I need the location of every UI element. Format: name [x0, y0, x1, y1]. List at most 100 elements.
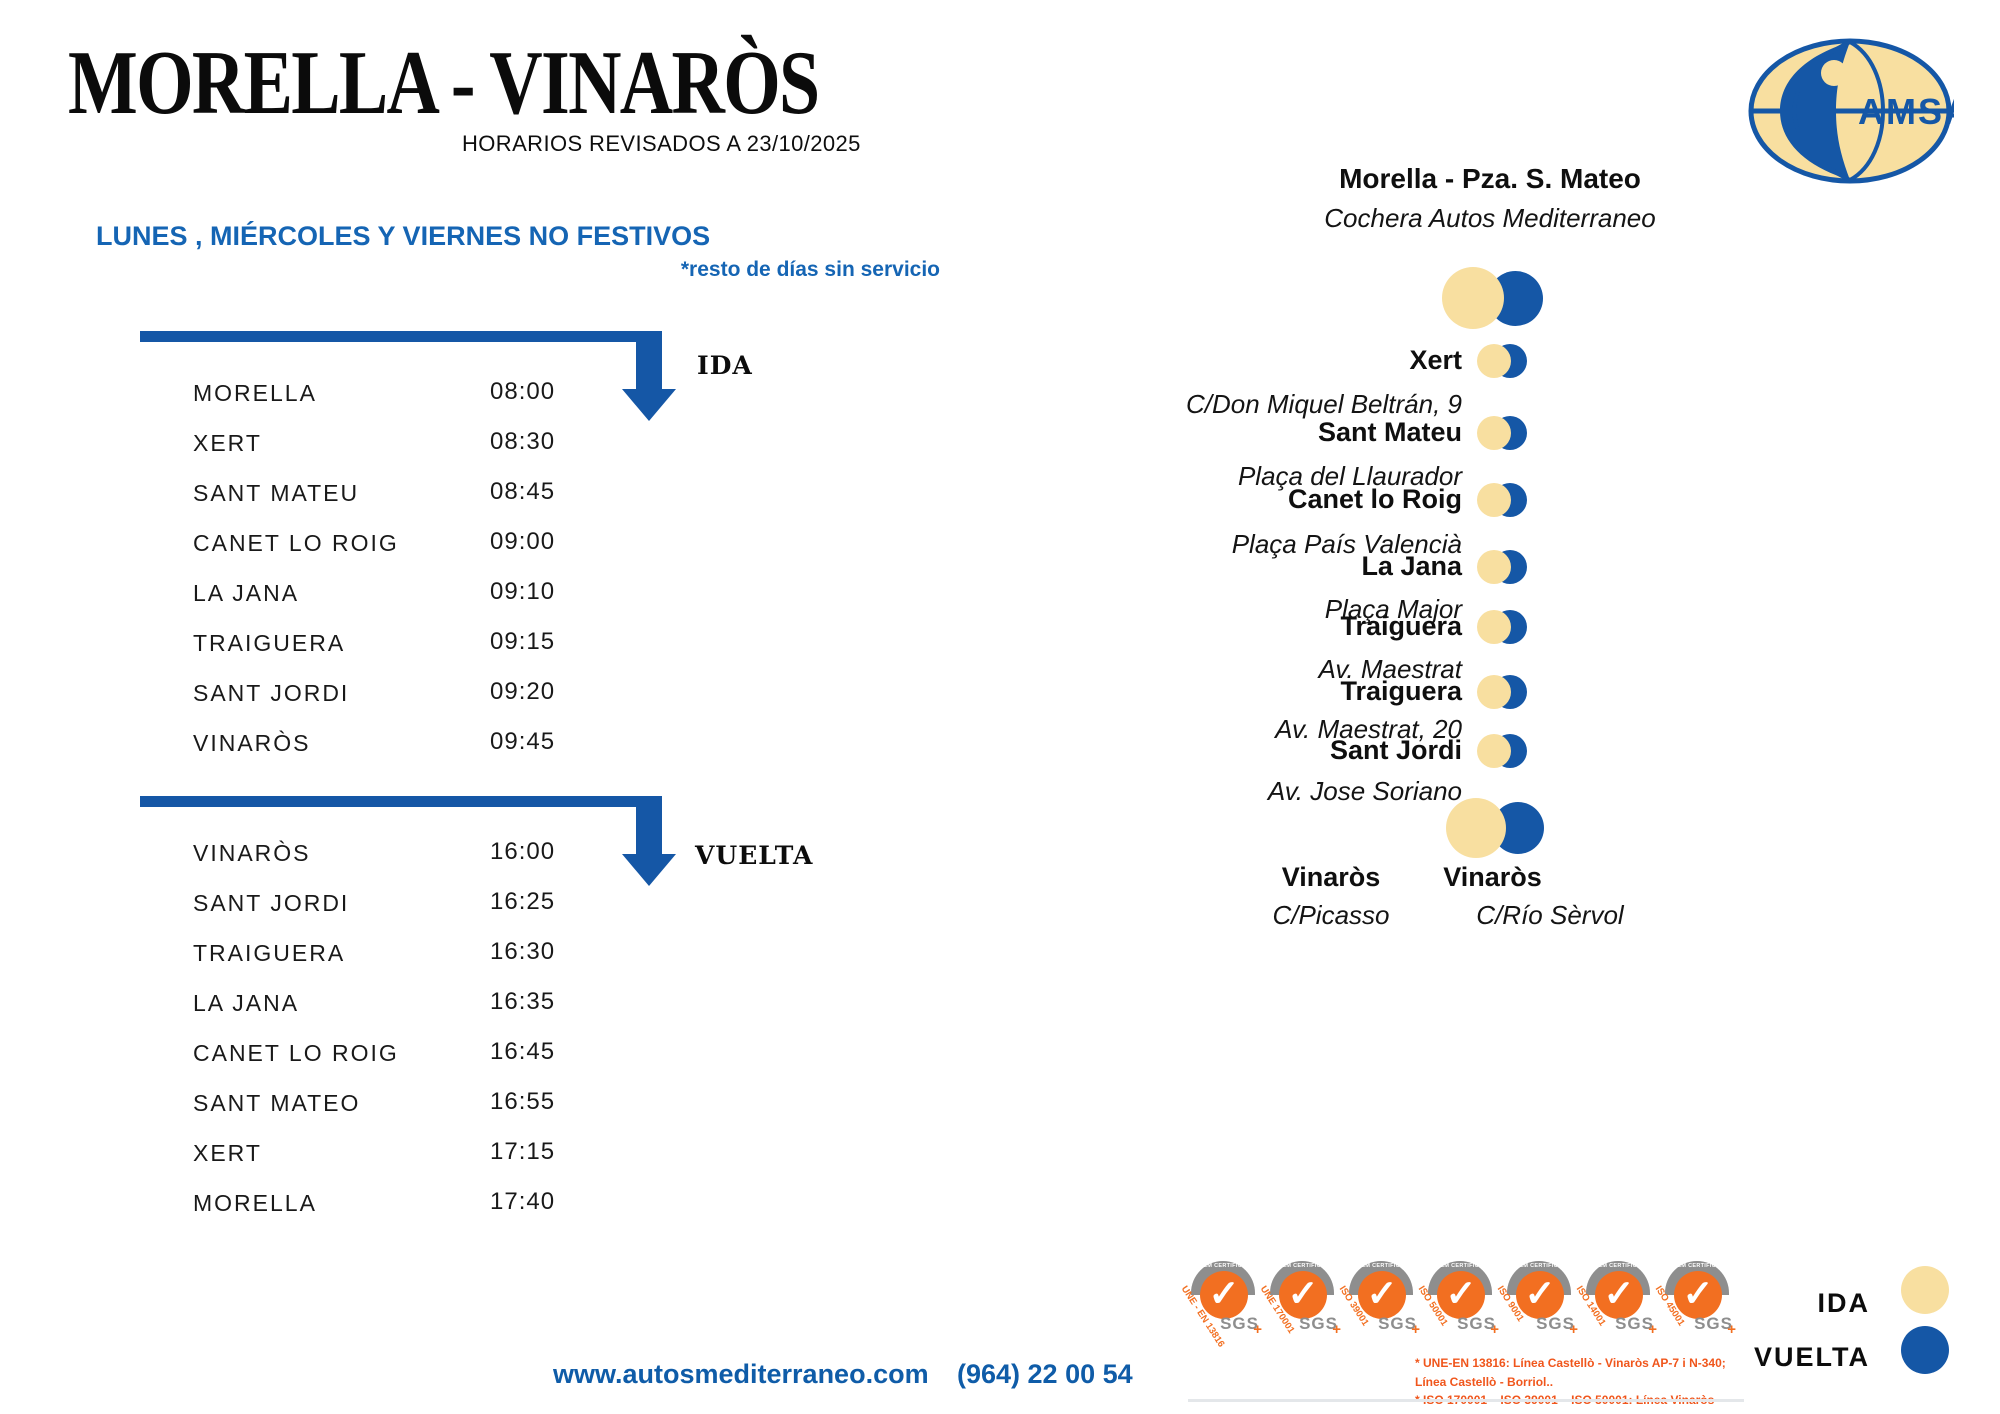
ida-arrow-head [622, 389, 676, 421]
terminus-name-ida: Vinaròs [1281, 862, 1381, 892]
service-days-heading: LUNES , MIÉRCOLES Y VIERNES NO FESTIVOS [96, 221, 711, 251]
checkmark-icon: ✓ [1516, 1271, 1564, 1319]
sgs-label: SGS [1220, 1314, 1259, 1333]
sgs-cross-icon: + [1727, 1321, 1736, 1338]
certification-note-1: * UNE-EN 13816: Línea Castellò - Vinaròs… [1415, 1356, 1726, 1389]
stop-marker [1477, 416, 1527, 450]
stop-time: 09:20 [490, 678, 556, 705]
sgs-badge: SYSTEM CERTIFICATION ISO 45001 ✓ SGS + [1653, 1256, 1736, 1348]
table-row: SANT MATEO 16:55 [193, 1088, 673, 1118]
stop-name: La Jana [1361, 551, 1462, 581]
stop-time: 16:00 [490, 838, 556, 865]
sgs-label: SGS [1694, 1314, 1733, 1333]
table-row: LA JANA 09:10 [193, 578, 673, 608]
amsa-logo: AMSA [1748, 38, 1954, 184]
sgs-cross-icon: + [1332, 1321, 1341, 1338]
stop-name: VINARÒS [193, 840, 311, 866]
stop-name: TRAIGUERA [193, 630, 346, 656]
table-row: CANET LO ROIG 16:45 [193, 1038, 673, 1068]
ida-dot [1477, 550, 1511, 584]
stop-address: Plaça País Valencià [1231, 529, 1462, 559]
table-row: VINARÒS 16:00 [193, 838, 673, 868]
table-row: SANT JORDI 16:25 [193, 888, 673, 918]
stop-name: MORELLA [193, 1190, 317, 1216]
table-row: SANT JORDI 09:20 [193, 678, 673, 708]
sgs-badge: SYSTEM CERTIFICATION UNE 170001 ✓ SGS + [1258, 1256, 1341, 1348]
ida-dot [1477, 734, 1511, 768]
ida-dot [1446, 798, 1506, 858]
stop-name: Canet lo Roig [1288, 484, 1462, 514]
stop-address: Plaça del Llaurador [1237, 461, 1462, 491]
checkmark-icon: ✓ [1279, 1271, 1327, 1319]
checkmark-icon: ✓ [1595, 1271, 1643, 1319]
stop-name: SANT JORDI [193, 890, 350, 916]
certification-badges: SYSTEM CERTIFICATION UNE - EN 13816 ✓ SG… [1179, 1256, 1736, 1349]
sgs-arch-label: SYSTEM CERTIFICATION [1582, 1263, 1656, 1269]
website-link[interactable]: www.autosmediterraneo.com [553, 1359, 929, 1389]
vuelta-route-line [140, 796, 660, 807]
sgs-cross-icon: + [1490, 1321, 1499, 1338]
stop-time: 16:35 [490, 988, 556, 1015]
stop-name: TRAIGUERA [193, 940, 346, 966]
vuelta-arrow-stem [636, 796, 662, 854]
sgs-arch-label: SYSTEM CERTIFICATION [1345, 1263, 1419, 1269]
sgs-arch-label: SYSTEM CERTIFICATION [1187, 1263, 1261, 1269]
sgs-cross-icon: + [1569, 1321, 1578, 1338]
phone-number[interactable]: (964) 22 00 54 [957, 1359, 1133, 1389]
stop-time: 08:45 [490, 478, 556, 505]
stop-name: SANT MATEO [193, 1090, 361, 1116]
checkmark-icon: ✓ [1437, 1271, 1485, 1319]
cutoff-text-strip [1188, 1399, 1744, 1402]
stop-name: VINARÒS [193, 730, 311, 756]
sgs-cross-icon: + [1411, 1321, 1420, 1338]
stop-name: XERT [193, 430, 262, 456]
checkmark-icon: ✓ [1674, 1271, 1722, 1319]
stop-time: 08:30 [490, 428, 556, 455]
ida-dot [1477, 344, 1511, 378]
origin-stop-name: Morella - Pza. S. Mateo [1339, 163, 1641, 194]
stop-name: SANT JORDI [193, 680, 350, 706]
terminus-address-ida: C/Picasso [1272, 900, 1390, 930]
checkmark-icon: ✓ [1358, 1271, 1406, 1319]
stop-marker [1477, 734, 1527, 768]
stop-name: Traiguera [1340, 676, 1462, 706]
stop-name: Traiguera [1340, 611, 1462, 641]
checkmark-icon: ✓ [1200, 1271, 1248, 1319]
stop-name: CANET LO ROIG [193, 530, 399, 556]
legend-ida-dot [1901, 1266, 1949, 1314]
origin-stop-address: Cochera Autos Mediterraneo [1324, 203, 1656, 233]
stop-time: 09:00 [490, 528, 556, 555]
stop-address: Av. Maestrat [1318, 654, 1462, 684]
sgs-badge: SYSTEM CERTIFICATION ISO 14001 ✓ SGS + [1574, 1256, 1657, 1348]
stop-name: LA JANA [193, 990, 300, 1016]
service-note: *resto de días sin servicio [680, 258, 940, 281]
sgs-arch-label: SYSTEM CERTIFICATION [1424, 1263, 1498, 1269]
stop-time: 09:10 [490, 578, 556, 605]
stop-marker [1477, 610, 1527, 644]
table-row: MORELLA 17:40 [193, 1188, 673, 1218]
table-row: XERT 08:30 [193, 428, 673, 458]
stop-time: 16:30 [490, 938, 556, 965]
sgs-label: SGS [1457, 1314, 1496, 1333]
stop-time: 08:00 [490, 378, 556, 405]
sgs-badge: SYSTEM CERTIFICATION UNE - EN 13816 ✓ SG… [1179, 1256, 1262, 1349]
table-row: MORELLA 08:00 [193, 378, 673, 408]
stop-time: 17:15 [490, 1138, 556, 1165]
stop-address: Plaça Major [1324, 594, 1462, 624]
ida-dot [1442, 267, 1504, 329]
stop-name: Xert [1409, 345, 1462, 375]
ida-dot [1477, 416, 1511, 450]
stop-marker [1477, 344, 1527, 378]
terminus-name-vuelta: Vinaròs [1443, 862, 1542, 892]
table-row: VINARÒS 09:45 [193, 728, 673, 758]
vuelta-arrow-head [622, 854, 676, 886]
stop-address: C/Don Miquel Beltrán, 9 [1185, 389, 1462, 419]
stop-marker [1477, 675, 1527, 709]
sgs-arch-label: SYSTEM CERTIFICATION [1503, 1263, 1577, 1269]
sgs-badge: SYSTEM CERTIFICATION ISO 50001 ✓ SGS + [1416, 1256, 1499, 1348]
stop-name: SANT MATEU [193, 480, 360, 506]
stop-name: Sant Jordi [1329, 735, 1462, 765]
stop-time: 09:45 [490, 728, 556, 755]
stop-time: 09:15 [490, 628, 556, 655]
